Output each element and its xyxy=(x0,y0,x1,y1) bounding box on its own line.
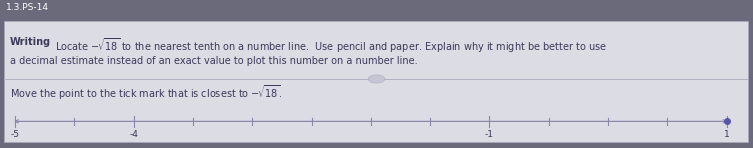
Text: 1: 1 xyxy=(724,130,730,139)
Text: a decimal estimate instead of an exact value to plot this number on a number lin: a decimal estimate instead of an exact v… xyxy=(10,56,417,66)
Text: Writing: Writing xyxy=(10,37,51,47)
Text: -4: -4 xyxy=(130,130,138,139)
Text: -5: -5 xyxy=(11,130,20,139)
Ellipse shape xyxy=(368,75,385,83)
FancyBboxPatch shape xyxy=(4,21,748,142)
Text: Move the point to the tick mark that is closest to $-\!\sqrt{18}$.: Move the point to the tick mark that is … xyxy=(10,83,282,102)
Text: Locate $-\!\sqrt{18}$ to the nearest tenth on a number line.  Use pencil and pap: Locate $-\!\sqrt{18}$ to the nearest ten… xyxy=(55,37,607,55)
Text: -1: -1 xyxy=(485,130,494,139)
Text: 1.3.PS-14: 1.3.PS-14 xyxy=(6,3,49,12)
